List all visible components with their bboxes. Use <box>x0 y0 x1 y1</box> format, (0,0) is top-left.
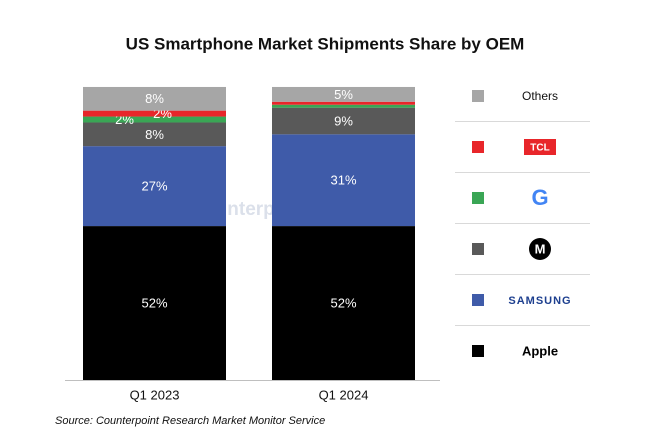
chart-title: US Smartphone Market Shipments Share by … <box>126 34 525 53</box>
bar-segment <box>83 110 226 117</box>
bar-segment <box>83 116 226 123</box>
legend-label: G <box>531 185 548 210</box>
bar-segment <box>272 104 415 108</box>
bar-segment <box>83 226 226 380</box>
x-tick-label: Q1 2024 <box>319 387 369 402</box>
bar-segment <box>272 101 415 105</box>
legend-swatch <box>472 141 484 153</box>
legend-label: Others <box>522 89 558 103</box>
data-label: 5% <box>334 87 353 102</box>
bar-segment <box>272 134 415 227</box>
legend-label: TCL <box>530 143 549 154</box>
data-label: 9% <box>334 113 353 128</box>
legend-swatch <box>472 90 484 102</box>
data-label: 52% <box>330 295 356 310</box>
legend-label: M <box>535 241 546 256</box>
data-label: 27% <box>141 179 167 194</box>
bar-segment <box>272 226 415 380</box>
data-label: 52% <box>141 295 167 310</box>
legend-label: Apple <box>522 343 558 358</box>
logo-circle <box>529 238 551 260</box>
bar-segment <box>83 146 226 227</box>
bar-segment <box>83 86 226 111</box>
source-note: Source: Counterpoint Research Market Mon… <box>55 415 325 427</box>
legend-swatch <box>472 192 484 204</box>
data-label: 31% <box>330 173 356 188</box>
x-tick-label: Q1 2023 <box>130 387 180 402</box>
logo-box <box>524 139 556 155</box>
legend-swatch <box>472 294 484 306</box>
bar-segment <box>83 122 226 147</box>
legend-swatch <box>472 243 484 255</box>
bar-segment <box>272 107 415 135</box>
data-label: 8% <box>145 91 164 106</box>
legend-label: SAMSUNG <box>508 295 571 307</box>
bar-segment <box>272 86 415 102</box>
data-label: 8% <box>145 127 164 142</box>
legend-swatch <box>472 345 484 357</box>
